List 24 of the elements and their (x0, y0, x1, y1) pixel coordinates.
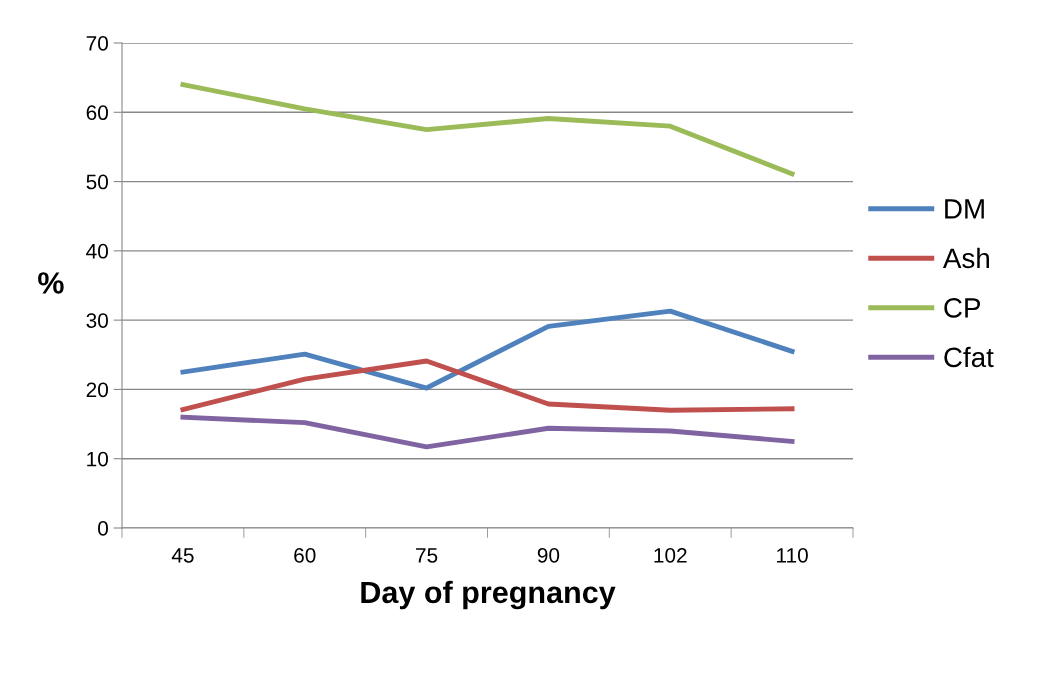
y-tick-label: 70 (86, 36, 108, 51)
x-tick-label: 75 (416, 548, 438, 563)
line-series (180, 308, 795, 391)
legend-label: CP (944, 298, 981, 318)
x-tick-label: 45 (171, 548, 194, 563)
y-tick-label: 60 (86, 105, 108, 121)
x-tick-label: 102 (654, 547, 687, 563)
y-tick-label: 40 (86, 243, 108, 259)
x-tick-label: 110 (777, 547, 808, 563)
line-series (180, 82, 795, 177)
y-axis-title: % (38, 272, 64, 294)
y-tick-label: 0 (98, 521, 108, 536)
legend-label: Cfat (944, 346, 994, 368)
y-tick-label: 30 (86, 313, 108, 328)
line-series (180, 414, 795, 450)
x-axis-title: Day of pregnancy (361, 580, 616, 610)
y-tick-label: 10 (87, 451, 108, 467)
x-tick-label: 90 (537, 547, 560, 563)
y-tick-label: 20 (86, 382, 108, 398)
y-tick-label: 50 (86, 174, 108, 190)
line-series (180, 358, 795, 413)
legend-label: DM (945, 199, 984, 219)
x-tick-label: 60 (294, 547, 316, 563)
legend-label: Ash (942, 247, 989, 269)
